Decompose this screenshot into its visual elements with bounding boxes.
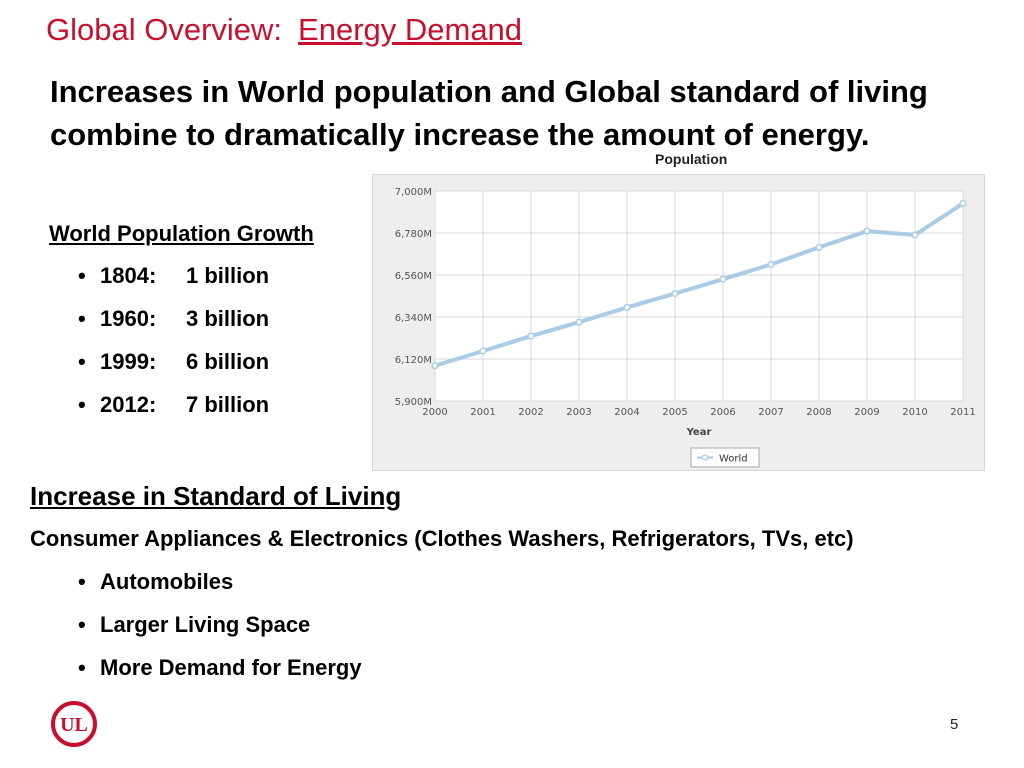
ul-logo: UL	[50, 700, 98, 748]
y-tick-label: 6,560M	[395, 271, 432, 282]
legend-label: World	[719, 454, 748, 465]
living-heading: Increase in Standard of Living	[30, 481, 402, 511]
data-point	[671, 289, 679, 298]
list-item: Automobiles	[74, 568, 362, 611]
data-point	[815, 243, 823, 251]
data-point	[767, 260, 775, 269]
data-point	[575, 318, 583, 326]
data-point	[911, 231, 919, 239]
x-tick-label: 2004	[614, 407, 639, 418]
page-number: 5	[950, 716, 959, 733]
x-tick-label: 2001	[470, 407, 495, 418]
x-tick-label: 2008	[806, 407, 831, 418]
title-main: Energy Demand	[298, 12, 523, 47]
title-prefix: Global Overview:	[46, 12, 283, 47]
population-list: 1804:1 billion 1960:3 billion 1999:6 bil…	[74, 262, 269, 434]
data-point	[863, 227, 871, 235]
data-point	[719, 275, 727, 283]
chart-title: Population	[655, 151, 728, 167]
data-point	[527, 332, 535, 340]
x-tick-label: 2009	[854, 407, 879, 418]
y-tick-label: 6,120M	[395, 355, 432, 366]
list-item: 1804:1 billion	[74, 262, 269, 305]
x-tick-label: 2000	[422, 407, 447, 418]
living-list: Automobiles Larger Living Space More Dem…	[74, 568, 362, 697]
logo-text: UL	[60, 714, 88, 736]
population-chart: 5,900M 6,120M 6,340M 6,560M 6,780M 7,000M 2000…	[395, 187, 976, 468]
data-point	[479, 347, 487, 355]
y-tick-label: 6,340M	[395, 313, 432, 324]
y-tick-label: 7,000M	[395, 187, 432, 198]
chart-panel: 5,900M 6,120M 6,340M 6,560M 6,780M 7,000M 2000…	[372, 174, 985, 471]
list-item: 1999:6 billion	[74, 348, 269, 391]
intro-text: Increases in World population and Global…	[50, 74, 928, 152]
data-point	[959, 199, 967, 207]
x-tick-label: 2007	[758, 407, 783, 418]
legend-marker-icon	[701, 454, 709, 461]
data-point	[623, 303, 631, 312]
series-line-world	[433, 201, 965, 368]
population-heading: World Population Growth	[49, 221, 314, 246]
plot-area	[434, 190, 964, 402]
legend-box	[690, 447, 760, 468]
list-item: 2012:7 billion	[74, 391, 269, 434]
y-tick-label: 5,900M	[395, 397, 432, 408]
x-tick-label: 2003	[566, 407, 591, 418]
x-tick-label: 2002	[518, 407, 543, 418]
x-tick-label: 2005	[662, 407, 687, 418]
x-axis-label: Year	[686, 427, 712, 438]
x-tick-label: 2010	[902, 407, 927, 418]
y-tick-label: 6,780M	[395, 229, 432, 240]
list-item: 1960:3 billion	[74, 305, 269, 348]
data-point	[431, 362, 439, 370]
x-tick-label: 2006	[710, 407, 735, 418]
consumer-line: Consumer Appliances & Electronics (Cloth…	[30, 526, 854, 551]
list-item: Larger Living Space	[74, 611, 362, 654]
x-tick-label: 2011	[950, 407, 975, 418]
slide-title: Global Overview: Energy Demand	[46, 12, 522, 48]
list-item: More Demand for Energy	[74, 654, 362, 697]
